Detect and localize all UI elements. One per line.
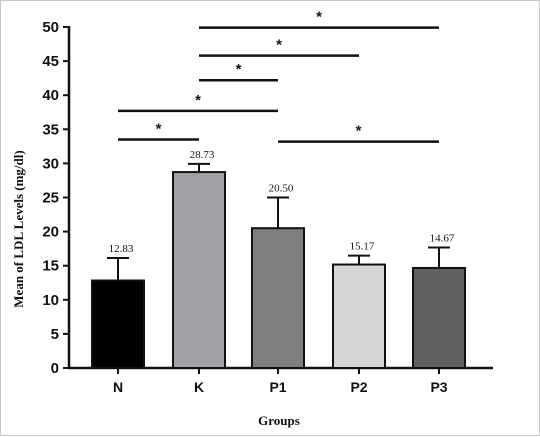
significance-star: *: [156, 121, 162, 138]
y-tick-label: 0: [51, 360, 59, 377]
significance-brackets: * * * * * *: [118, 9, 439, 143]
y-tick-label: 40: [42, 87, 59, 104]
x-tick-label: P1: [269, 379, 286, 395]
value-labels: 12.83 28.73 20.50 15.17 14.67: [109, 149, 455, 255]
y-axis-title: Mean of LDL Levels (mg/dl): [11, 150, 26, 307]
value-label: 15.17: [350, 241, 375, 253]
bars: [91, 171, 466, 369]
value-label: 14.67: [430, 232, 455, 244]
significance-star: *: [276, 37, 282, 54]
y-tick-label: 15: [42, 258, 59, 275]
x-tick-label: P2: [350, 379, 367, 395]
value-label: 28.73: [190, 149, 215, 161]
y-tick-label: 45: [42, 53, 59, 70]
x-axis: N K P1 P2 P3: [68, 366, 493, 395]
y-tick-label: 10: [42, 292, 59, 309]
significance-star: *: [356, 123, 362, 140]
y-tick-label: 5: [51, 326, 59, 343]
significance-star: *: [236, 61, 242, 78]
bar-P1: [251, 227, 305, 369]
significance-star: *: [316, 9, 322, 26]
bar-P2: [332, 263, 386, 369]
y-tick-label: 25: [42, 190, 59, 207]
bar-K: [172, 171, 226, 369]
x-axis-title: Groups: [258, 413, 300, 428]
bar-P3: [412, 266, 466, 369]
x-tick-label: K: [194, 379, 204, 395]
error-bars: [107, 162, 450, 281]
significance-star: *: [195, 92, 201, 109]
y-tick-label: 35: [42, 121, 59, 138]
bar-N: [91, 279, 145, 369]
value-label: 20.50: [269, 183, 294, 195]
value-label: 12.83: [109, 243, 134, 255]
y-axis: 0 5 10 15 20 25 30 35 40 45 50: [42, 19, 71, 377]
y-tick-label: 50: [42, 19, 59, 36]
x-tick-label: N: [113, 379, 123, 395]
y-tick-label: 20: [42, 224, 59, 241]
x-tick-label: P3: [430, 379, 447, 395]
y-tick-label: 30: [42, 155, 59, 172]
